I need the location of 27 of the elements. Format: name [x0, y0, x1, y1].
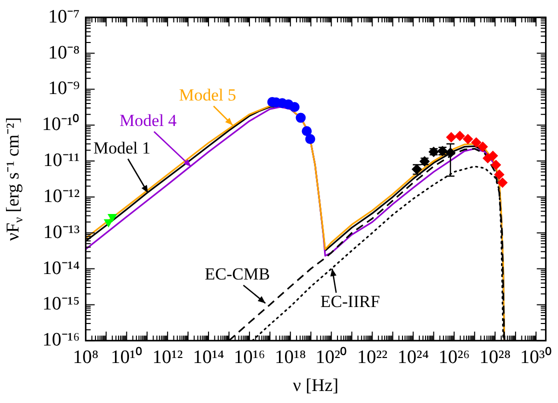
annotation: EC-CMB	[204, 264, 270, 284]
x-tick-label: 10¹⁰	[110, 346, 142, 368]
annotation: Model 4	[119, 111, 178, 130]
y-axis-title: νFν [erg s⁻¹ cm⁻²]	[2, 117, 26, 241]
annotation: Model 5	[179, 86, 236, 105]
x-tick-label: 10¹⁸	[274, 346, 306, 368]
x-tick-label: 10³⁰	[520, 346, 552, 368]
x-tick-label: 10²⁰	[315, 346, 348, 368]
y-tick-label: 10⁻⁹	[48, 78, 80, 100]
x-tick-label: 10¹⁴	[192, 346, 225, 368]
y-tick-label: 10⁻¹³	[43, 222, 80, 243]
y-tick-label: 10⁻⁸	[48, 42, 80, 64]
y-tick-label: 10⁻¹⁰	[42, 113, 80, 136]
x-tick-label: 10²⁴	[398, 346, 430, 368]
annotation: Model 1	[93, 138, 151, 158]
annotation: EC-IIRF	[320, 292, 380, 312]
x-tick-label: 10¹²	[152, 346, 184, 368]
x-tick-label: 10²⁶	[438, 346, 470, 368]
y-tick-label: 10⁻¹⁴	[42, 258, 80, 279]
y-tick-label: 10⁻⁷	[48, 6, 80, 28]
x-tick-label: 10²⁸	[479, 346, 511, 368]
x-tick-label: 10¹⁶	[234, 346, 266, 368]
y-tick-label: 10⁻¹¹	[43, 150, 80, 172]
x-axis-title: ν [Hz]	[292, 374, 339, 395]
y-tick-label: 10⁻¹²	[43, 186, 80, 207]
y-tick-label: 10⁻¹⁵	[42, 294, 80, 315]
x-tick-label: 10²²	[357, 346, 388, 368]
